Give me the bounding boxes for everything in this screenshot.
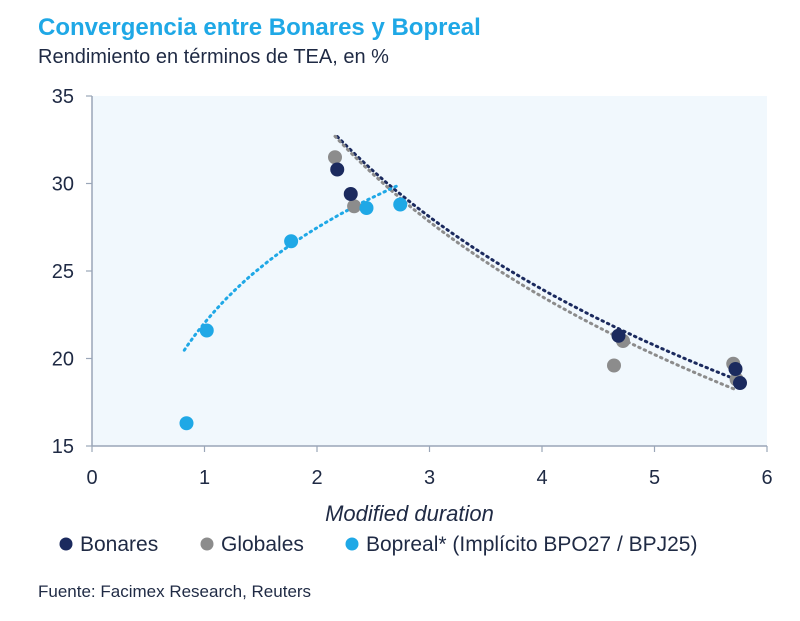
legend-marker-bopreal [345, 537, 359, 551]
globales-point [347, 199, 362, 214]
globales-point [328, 150, 342, 165]
legend-label-bonares: Bonares [80, 533, 158, 556]
x-tick-label: 6 [761, 467, 772, 489]
bopreal-point [393, 197, 408, 212]
legend-label-globales: Globales [221, 533, 304, 556]
legend-marker-globales [200, 537, 214, 551]
y-tick-label: 30 [52, 174, 74, 196]
legend-label-bopreal: Bopreal* (Implícito BPO27 / BPJ25) [366, 533, 697, 556]
bonares-point [343, 187, 358, 201]
x-axis-label: Modified duration [325, 501, 494, 526]
bopreal-point [359, 201, 374, 215]
x-tick-label: 0 [86, 467, 97, 489]
x-tick-label: 3 [424, 467, 435, 489]
scatter-chart: 15 20 25 30 35 0 1 2 3 4 5 6 Modified duration Bonar… [52, 86, 773, 556]
x-tick-label: 2 [311, 467, 322, 489]
bonares-trend-line [335, 135, 742, 383]
y-tick-label: 25 [52, 261, 74, 283]
x-tick-label: 1 [199, 467, 210, 489]
bonares-point [611, 328, 626, 343]
globales-point [607, 358, 621, 373]
legend-marker-bonares [59, 537, 73, 551]
bopreal-point [199, 323, 214, 338]
x-tick-label: 4 [536, 467, 547, 489]
y-tick-label: 35 [52, 86, 74, 108]
bonares-point [330, 162, 345, 177]
y-tick-label: 20 [52, 349, 74, 371]
chart-subtitle: Rendimiento en términos de TEA, en % [38, 46, 389, 68]
bopreal-point [179, 416, 194, 431]
x-tick-label: 5 [649, 467, 660, 489]
plot-area [92, 96, 767, 446]
bonares-point [728, 362, 743, 376]
chart-title: Convergencia entre Bonares y Bopreal [38, 14, 481, 41]
bonares-point [733, 376, 747, 390]
bopreal-point [284, 234, 299, 249]
source-note: Fuente: Facimex Research, Reuters [38, 582, 312, 601]
y-tick-label: 15 [52, 436, 74, 458]
